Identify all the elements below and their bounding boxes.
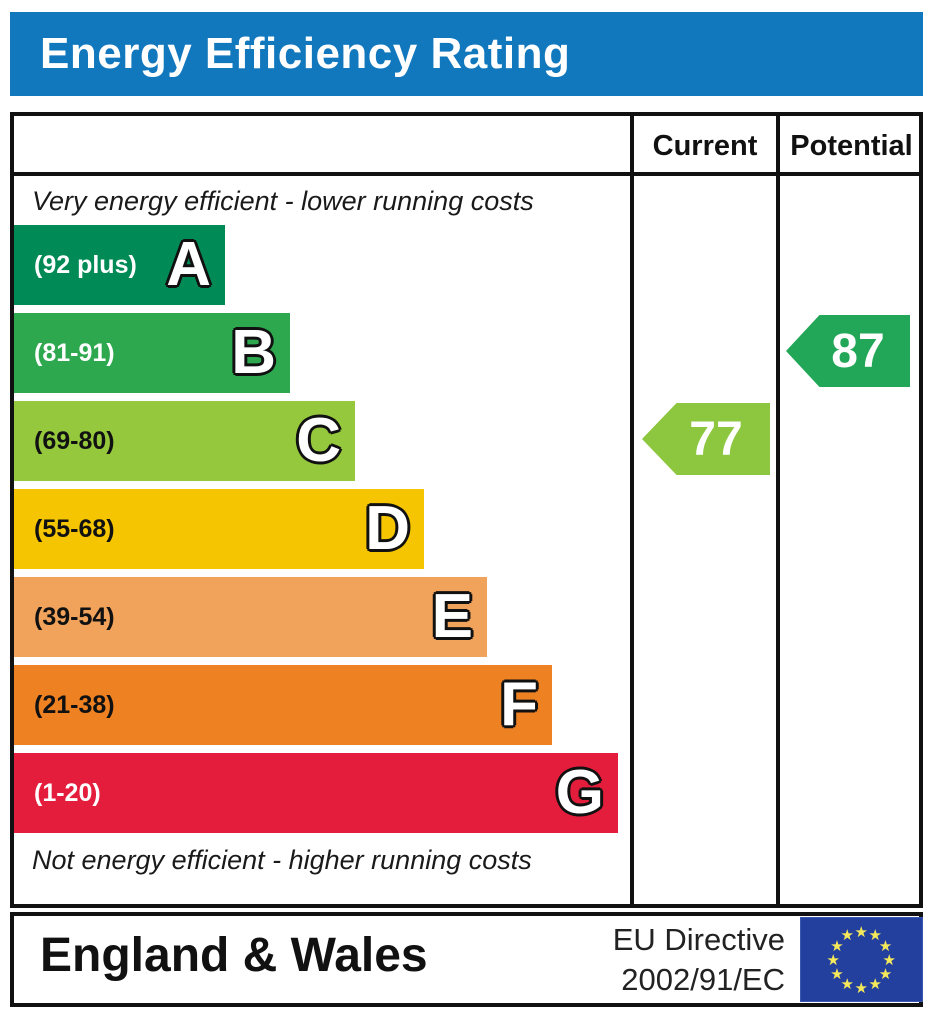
eu-directive-line2: 2002/91/EC: [621, 961, 785, 997]
band-b: (81-91) B: [14, 313, 290, 393]
potential-rating-value: 87: [831, 324, 885, 378]
eu-flag-star: ★: [840, 975, 854, 993]
eu-flag-star: ★: [878, 965, 893, 983]
current-rating-value: 77: [689, 412, 743, 466]
potential-column-divider: [776, 112, 780, 908]
band-a: (92 plus) A: [14, 225, 225, 305]
eu-flag-icon: ★ ★ ★ ★ ★ ★ ★ ★ ★ ★ ★ ★: [800, 917, 923, 1002]
eu-flag-star: ★: [840, 927, 854, 945]
band-b-range: (81-91): [34, 338, 115, 367]
band-a-range: (92 plus): [34, 250, 137, 279]
eu-flag-star: ★: [830, 937, 844, 955]
band-c: (69-80) C: [14, 401, 355, 481]
region-label: England & Wales: [40, 929, 428, 982]
band-f: (21-38) F: [14, 665, 552, 745]
band-c-range: (69-80): [34, 426, 115, 455]
eu-directive-label: EU Directive 2002/91/EC: [613, 920, 785, 999]
band-e-letter: E: [431, 582, 473, 651]
top-note: Very energy efficient - lower running co…: [32, 186, 534, 216]
bottom-note: Not energy efficient - higher running co…: [32, 845, 532, 875]
band-b-letter: B: [231, 318, 276, 387]
potential-column-header: Potential: [790, 129, 913, 162]
band-g-letter: G: [555, 758, 604, 827]
band-f-letter: F: [500, 670, 538, 739]
band-a-letter: A: [166, 230, 211, 299]
band-d: (55-68) D: [14, 489, 424, 569]
band-d-range: (55-68): [34, 514, 115, 543]
band-d-letter: D: [365, 494, 410, 563]
band-e: (39-54) E: [14, 577, 487, 657]
eu-flag-star: ★: [854, 979, 868, 997]
band-c-letter: C: [296, 406, 341, 475]
current-column-divider: [630, 112, 634, 908]
band-g-range: (1-20): [34, 778, 101, 807]
eu-directive-line1: EU Directive: [612, 922, 785, 957]
band-g: (1-20) G: [14, 753, 618, 833]
current-column-header: Current: [652, 129, 758, 162]
eu-flag-star: ★: [882, 951, 896, 969]
band-f-range: (21-38): [34, 690, 115, 719]
eu-flag-star: ★: [826, 951, 840, 969]
page-title: Energy Efficiency Rating: [40, 29, 571, 78]
eu-flag-star: ★: [868, 975, 882, 993]
footer: [10, 912, 923, 1007]
eu-flag-star: ★: [854, 923, 868, 941]
eu-flag-star: ★: [868, 927, 882, 945]
band-e-range: (39-54): [34, 602, 115, 631]
eu-flag-star: ★: [830, 965, 844, 983]
header-bar: Energy Efficiency Rating: [10, 12, 923, 96]
eu-flag-star: ★: [878, 937, 893, 955]
column-header-divider: [10, 172, 923, 176]
